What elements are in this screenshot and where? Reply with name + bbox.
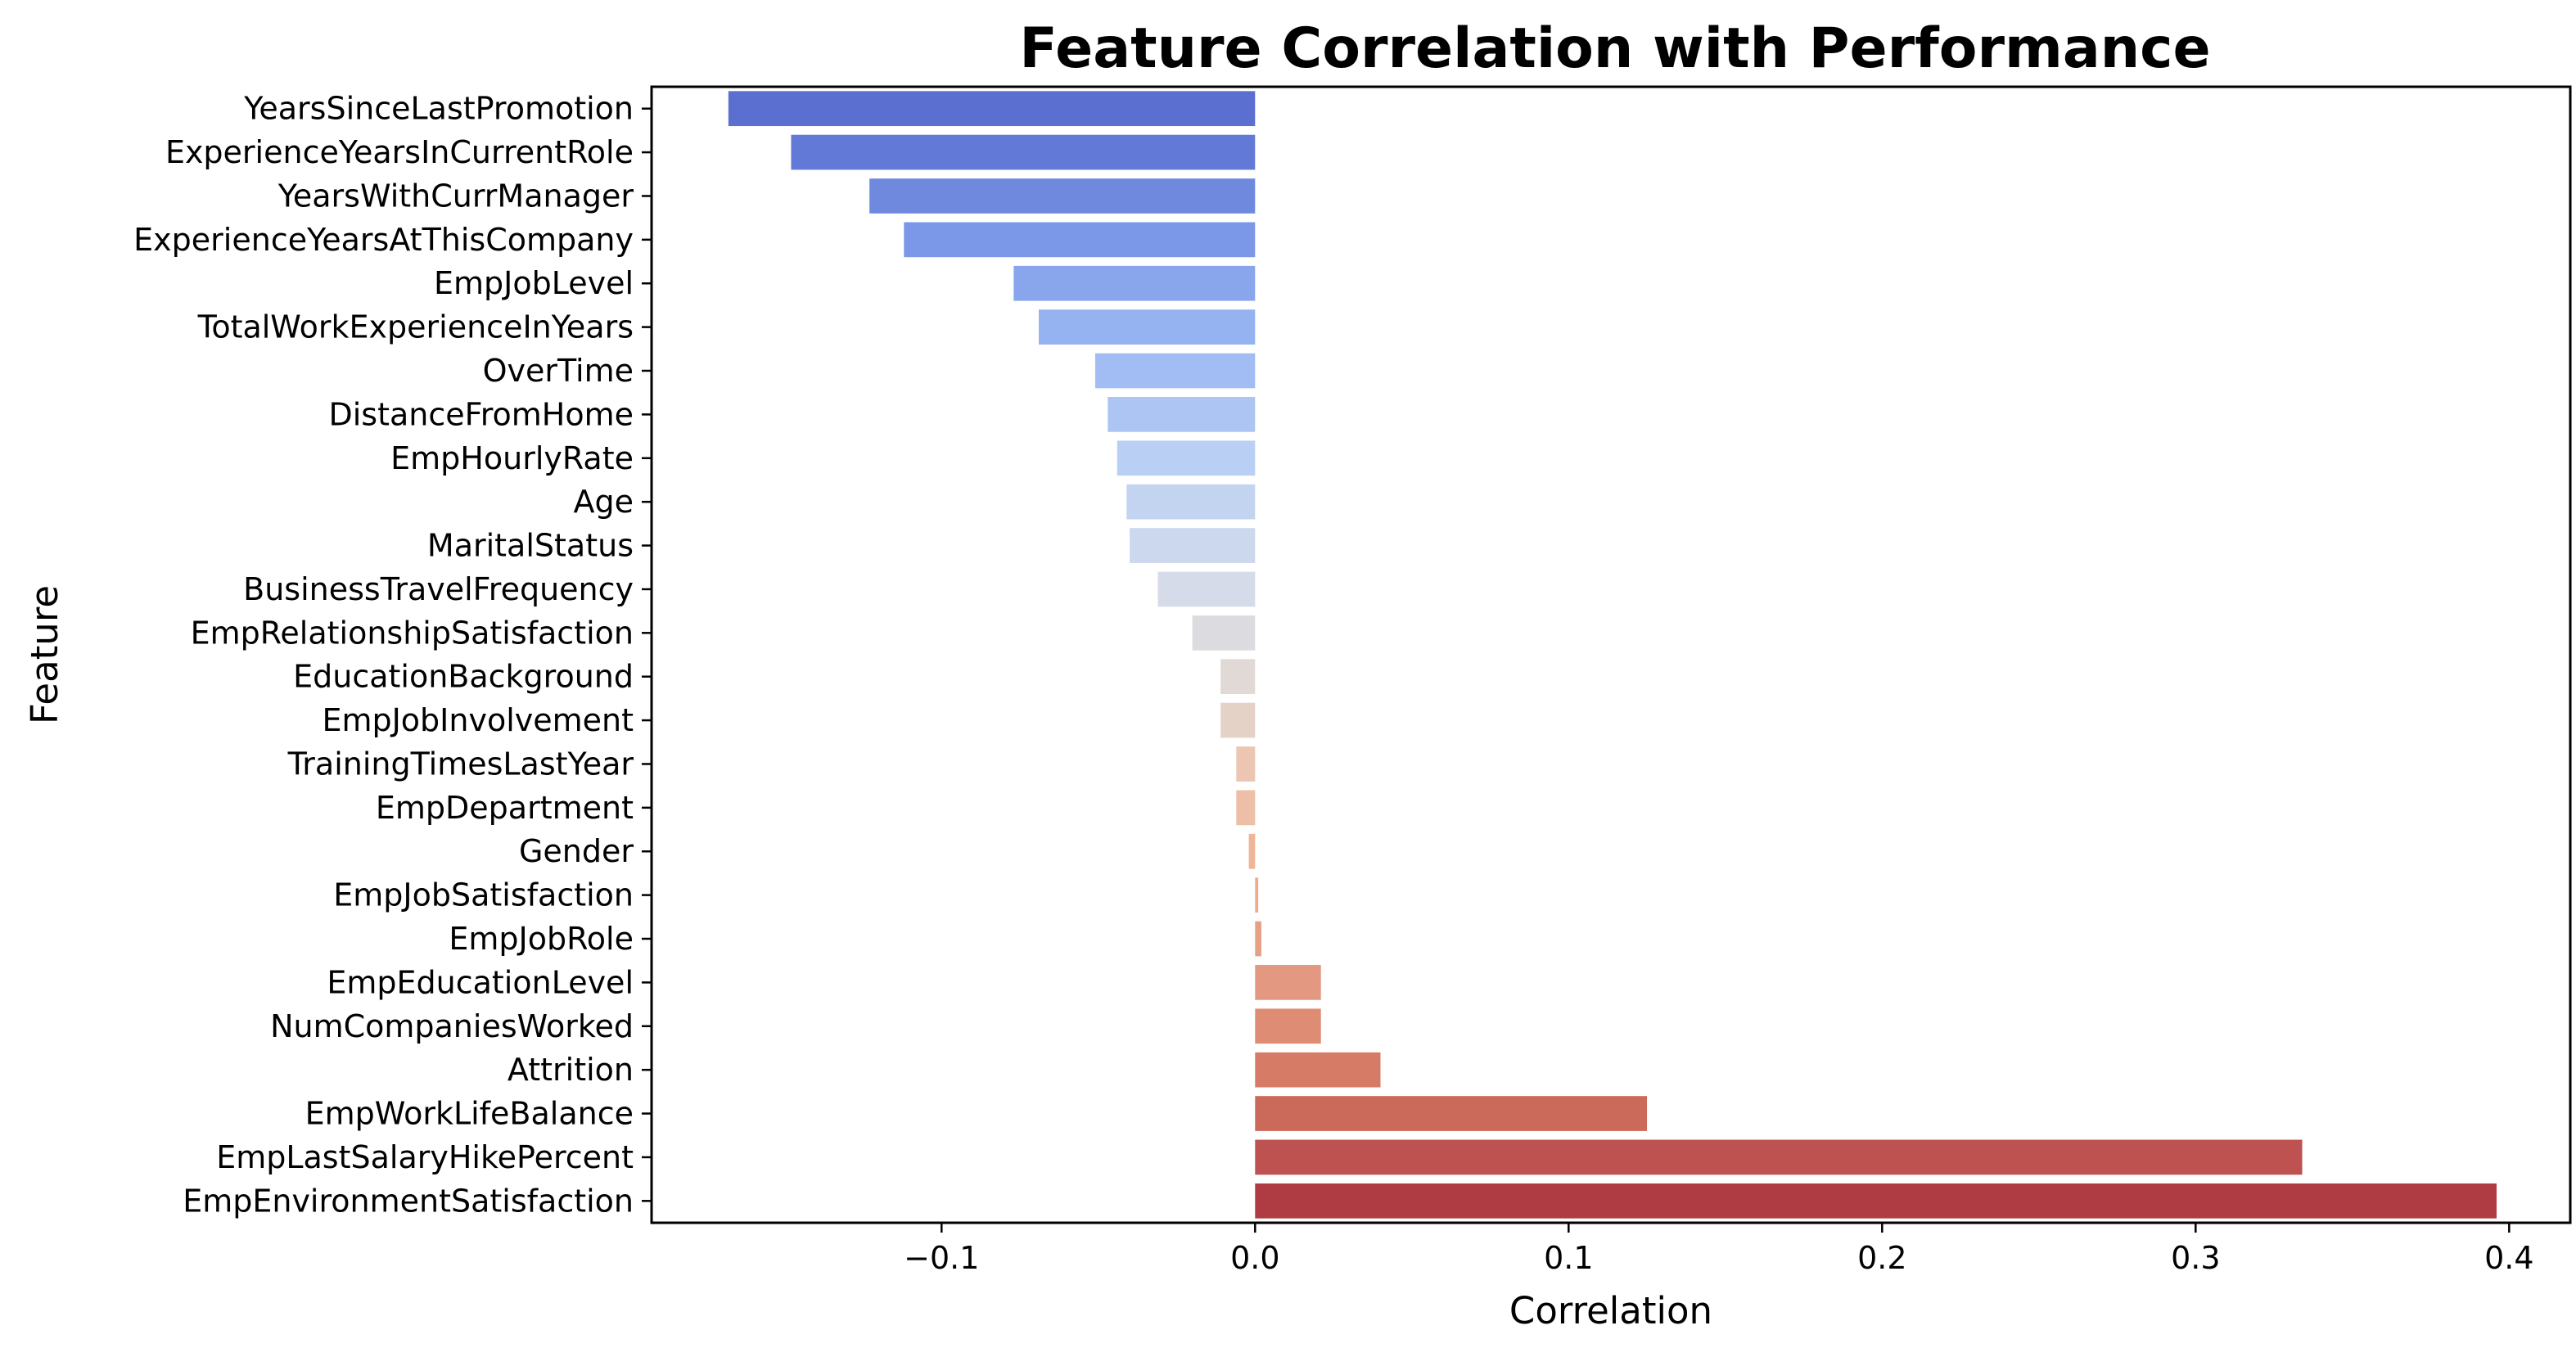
y-tick-label: EmpEnvironmentSatisfaction: [183, 1183, 634, 1219]
y-tick-label: EmpJobSatisfaction: [333, 877, 634, 913]
x-tick-label: −0.1: [904, 1240, 979, 1276]
x-ticks: −0.1 0.0 0.1 0.2 0.3 0.4: [904, 1223, 2534, 1276]
bar-EmpDepartment: [1236, 790, 1256, 826]
y-tick-label: EmpJobInvolvement: [322, 702, 634, 738]
bar-YearsWithCurrManager: [869, 178, 1256, 214]
y-tick-label: EmpJobLevel: [434, 265, 634, 301]
chart-title: Feature Correlation with Performance: [1019, 16, 2210, 81]
x-tick-label: 0.1: [1544, 1240, 1593, 1276]
y-tick-label: NumCompaniesWorked: [270, 1008, 634, 1044]
bar-TotalWorkExperienceInYears: [1039, 309, 1256, 345]
y-tick-label: EmpHourlyRate: [390, 440, 634, 476]
x-tick-label: 0.2: [1857, 1240, 1906, 1276]
bar-EmpHourlyRate: [1117, 440, 1256, 476]
y-tick-label: DistanceFromHome: [328, 396, 634, 432]
bar-EmpEnvironmentSatisfaction: [1255, 1183, 2497, 1219]
bar-EmpJobSatisfaction: [1255, 877, 1259, 913]
y-tick-label: Age: [574, 484, 634, 520]
bar-MaritalStatus: [1130, 528, 1256, 563]
plot-frame: [650, 85, 2572, 1224]
y-tick-label: YearsSinceLastPromotion: [243, 91, 634, 127]
bar-EmpJobLevel: [1013, 265, 1256, 301]
y-tick-label: ExperienceYearsAtThisCompany: [133, 222, 634, 258]
bar-ExperienceYearsInCurrentRole: [791, 134, 1256, 170]
y-tick-label: BusinessTravelFrequency: [243, 571, 634, 607]
y-tick-label: EmpWorkLifeBalance: [305, 1096, 634, 1132]
y-tick-label: EducationBackground: [293, 659, 634, 695]
y-tick-label: ExperienceYearsInCurrentRole: [165, 134, 634, 170]
bar-EmpRelationshipSatisfaction: [1192, 615, 1256, 651]
bar-ExperienceYearsAtThisCompany: [904, 222, 1256, 258]
y-tick-label: Gender: [519, 833, 634, 869]
y-tick-label: TrainingTimesLastYear: [287, 746, 634, 782]
x-tick-label: 0.4: [2484, 1240, 2533, 1276]
bar-EmpLastSalaryHikePercent: [1255, 1139, 2303, 1175]
bar-Age: [1126, 484, 1256, 520]
bar-EmpEducationLevel: [1255, 965, 1321, 1000]
bar-Gender: [1248, 833, 1256, 869]
bar-BusinessTravelFrequency: [1157, 571, 1256, 607]
y-tick-label: EmpLastSalaryHikePercent: [216, 1139, 634, 1175]
bars-layer: [728, 91, 2497, 1219]
y-tick-label: MaritalStatus: [427, 528, 634, 564]
y-tick-label: EmpEducationLevel: [327, 964, 634, 1000]
y-tick-label: EmpJobRole: [449, 921, 634, 957]
y-ticks: YearsSinceLastPromotion ExperienceYearsIn…: [133, 91, 652, 1219]
y-tick-label: EmpDepartment: [376, 790, 634, 826]
y-tick-label: YearsWithCurrManager: [277, 178, 634, 214]
bar-NumCompaniesWorked: [1255, 1008, 1321, 1044]
bar-EducationBackground: [1220, 659, 1256, 695]
y-tick-label: EmpRelationshipSatisfaction: [191, 615, 634, 651]
bar-TrainingTimesLastYear: [1236, 746, 1256, 782]
bar-OverTime: [1094, 353, 1256, 389]
y-tick-label: Attrition: [508, 1052, 634, 1088]
bar-Attrition: [1255, 1052, 1381, 1088]
y-tick-label: OverTime: [483, 353, 634, 389]
y-axis-label: Feature: [23, 585, 66, 724]
x-axis-label: Correlation: [1509, 1289, 1712, 1332]
bar-YearsSinceLastPromotion: [728, 91, 1256, 127]
bar-EmpJobInvolvement: [1220, 702, 1256, 738]
bar-DistanceFromHome: [1108, 397, 1256, 432]
bar-EmpWorkLifeBalance: [1255, 1096, 1648, 1131]
bar-EmpJobRole: [1255, 921, 1261, 957]
x-tick-label: 0.3: [2171, 1240, 2220, 1276]
x-tick-label: 0.0: [1230, 1240, 1279, 1276]
y-tick-label: TotalWorkExperienceInYears: [197, 309, 634, 345]
